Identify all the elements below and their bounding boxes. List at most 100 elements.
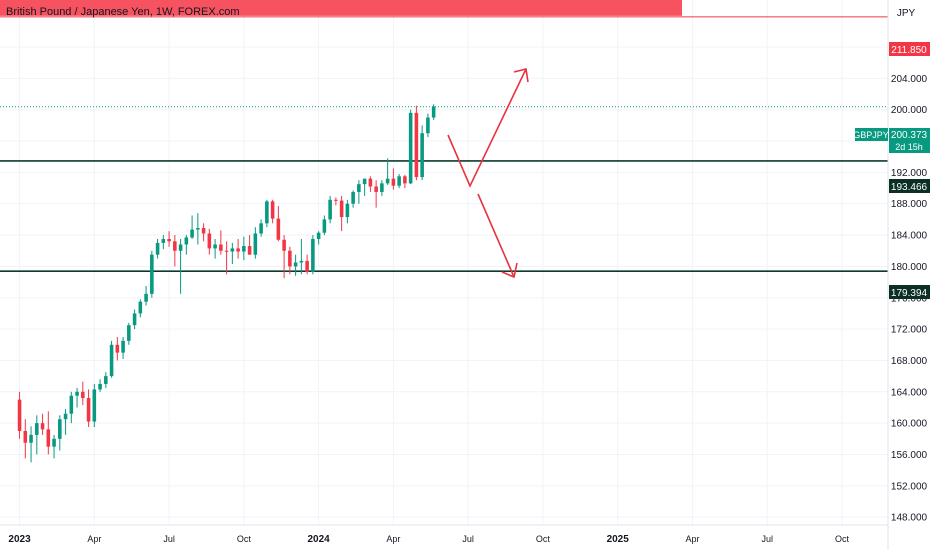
projection-arrows [447, 68, 529, 279]
candle-body [58, 419, 62, 439]
candle-body [247, 246, 252, 255]
support-2-tag [889, 285, 930, 299]
candle-body [127, 325, 131, 341]
candle-body [259, 223, 263, 234]
candle-body [282, 239, 286, 251]
candle-body [219, 244, 223, 251]
candle [345, 199, 350, 224]
candle [362, 178, 367, 196]
y-tick-label: 184.000 [891, 231, 928, 242]
candle [403, 174, 407, 189]
candle [385, 158, 390, 185]
candle-body [431, 106, 436, 118]
candle [196, 213, 200, 245]
candle [259, 219, 263, 237]
candle [380, 180, 384, 196]
candle [207, 228, 212, 255]
candle-body [339, 200, 344, 218]
x-tick-label: Apr [386, 534, 400, 544]
candle-body [230, 248, 235, 252]
candle [293, 254, 298, 276]
candle [339, 195, 344, 232]
candle-body [420, 133, 424, 178]
candle [17, 391, 22, 439]
candle [161, 235, 166, 250]
candle [92, 383, 97, 428]
candle-body [397, 176, 401, 186]
candle [299, 238, 304, 275]
supply-zone [0, 0, 682, 16]
candle [253, 227, 258, 259]
candle [219, 230, 223, 255]
candle-body [81, 391, 85, 399]
candle [75, 387, 79, 408]
y-tick-label: 148.000 [891, 513, 928, 524]
bearish-arrowhead [501, 262, 518, 279]
candle-body [408, 112, 413, 184]
support-2-value: 179.394 [891, 288, 928, 299]
candle [236, 238, 240, 259]
candles [17, 104, 436, 463]
candle [316, 231, 321, 245]
candle [224, 241, 229, 275]
y-tick-label: 152.000 [891, 481, 928, 492]
candle [115, 336, 120, 361]
candle [270, 199, 275, 224]
candle-body [69, 395, 74, 414]
candle-body [144, 293, 148, 302]
y-tick-label: 160.000 [891, 419, 928, 430]
support-1-tag [889, 179, 930, 193]
x-tick-label: Apr [87, 534, 101, 544]
candle [63, 409, 68, 435]
candle-body [362, 178, 367, 185]
candle [408, 109, 413, 185]
candle-body [121, 340, 125, 353]
candle-body [213, 244, 217, 249]
candle [184, 235, 189, 255]
bar-countdown: 2d 15h [895, 142, 923, 152]
candle-body [161, 238, 166, 243]
candle [121, 336, 125, 359]
candle [213, 238, 217, 259]
y-tick-label: 172.000 [891, 325, 928, 336]
candle-body [46, 429, 51, 447]
candle-body [385, 178, 390, 184]
candle [431, 104, 436, 120]
candle [190, 215, 194, 239]
candle-body [276, 218, 281, 240]
candle [322, 215, 327, 236]
candle-body [138, 301, 143, 314]
candle [86, 389, 91, 428]
candle [374, 180, 378, 208]
candle [311, 235, 315, 275]
candle-body [115, 344, 120, 353]
y-tick-label: 164.000 [891, 387, 928, 398]
candle [23, 419, 28, 459]
candle-body [334, 199, 338, 201]
candle [104, 372, 108, 388]
candle [247, 235, 252, 255]
candle-body [265, 201, 269, 224]
candle-body [374, 186, 378, 192]
candle [40, 413, 45, 435]
candle [397, 173, 401, 189]
candle-body [63, 413, 68, 420]
price-tags: 211.850 GBPJPY 200.373 2d 15h 193.466 17… [853, 42, 930, 299]
y-tick-label: 192.000 [891, 168, 928, 179]
candle-body [380, 183, 384, 192]
candle-body [299, 260, 304, 263]
candle-body [52, 438, 56, 447]
candle [46, 411, 51, 455]
candle [230, 242, 235, 265]
candle-body [403, 176, 407, 184]
candle [288, 246, 292, 275]
x-tick-label: Apr [685, 534, 699, 544]
candle [167, 231, 171, 247]
candle [144, 286, 148, 306]
candle [426, 113, 430, 138]
candle [29, 426, 33, 463]
candle [138, 299, 143, 318]
candle-body [155, 242, 160, 255]
candle-body [201, 228, 206, 234]
